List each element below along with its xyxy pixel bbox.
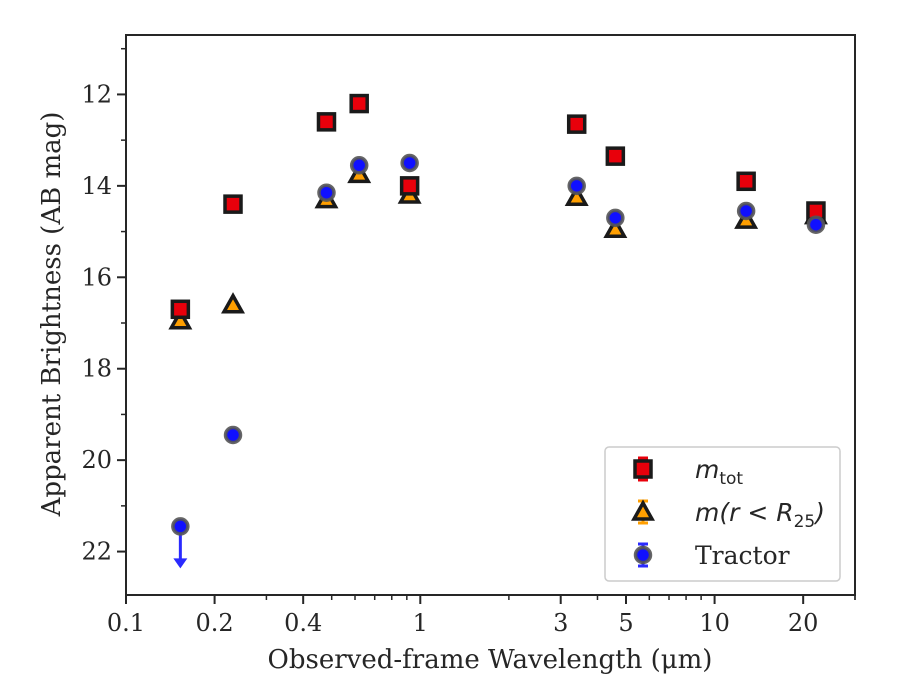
circle-point — [736, 201, 756, 221]
y-tick-label: 16 — [81, 263, 112, 291]
triangle-point — [168, 308, 193, 330]
x-tick-label: 3 — [553, 609, 568, 637]
circle-point — [400, 153, 419, 173]
legend-marker-triangle — [631, 499, 655, 521]
x-tick-label: 1 — [413, 609, 428, 637]
circle-point — [171, 517, 190, 536]
legend-label: mtot — [695, 455, 743, 489]
y-tick-label: 14 — [81, 172, 112, 200]
triangle-point — [221, 292, 246, 314]
x-tick-label: 0.1 — [107, 609, 145, 637]
x-tick-label: 0.2 — [196, 609, 234, 637]
circle-point — [317, 183, 336, 202]
triangle-point — [603, 216, 628, 239]
square-point — [170, 299, 191, 320]
square-point — [223, 194, 243, 214]
y-tick-label: 22 — [81, 538, 112, 566]
x-axis-label: Observed-frame Wavelength (μm) — [268, 645, 713, 675]
y-tick-label: 20 — [81, 446, 112, 474]
legend-label: m(r < R25) — [695, 498, 825, 532]
square-point — [605, 146, 626, 166]
circle-point — [223, 425, 243, 445]
legend-marker-square — [633, 459, 653, 479]
legend-label: Tractor — [695, 541, 790, 570]
plot-frame — [125, 34, 856, 596]
legend-box — [604, 446, 841, 582]
legend-marker-circle — [633, 545, 653, 565]
square-point — [316, 112, 337, 132]
circle-point — [349, 156, 369, 175]
circle-point — [567, 176, 586, 196]
square-point — [736, 171, 756, 192]
upper-limit-arrow-head — [173, 558, 188, 569]
x-tick-label: 0.4 — [284, 609, 322, 637]
square-point — [399, 176, 420, 196]
y-tick-label: 18 — [81, 355, 112, 383]
x-tick-label: 20 — [788, 609, 819, 637]
square-point — [349, 93, 369, 114]
plot-area: 0.1 0.2 0.4 1 3 5 10 20 12 14 16 18 20 22 mtot m(r < R2… — [81, 34, 856, 637]
x-tick-label: 10 — [699, 609, 730, 637]
x-tick-label: 5 — [618, 609, 633, 637]
triangle-point — [564, 184, 589, 207]
circle-point — [806, 215, 826, 234]
y-tick-label: 12 — [81, 80, 112, 108]
circle-point — [606, 208, 625, 228]
square-point — [566, 114, 587, 134]
y-axis-label: Apparent Brightness (AB mag) — [37, 112, 67, 518]
